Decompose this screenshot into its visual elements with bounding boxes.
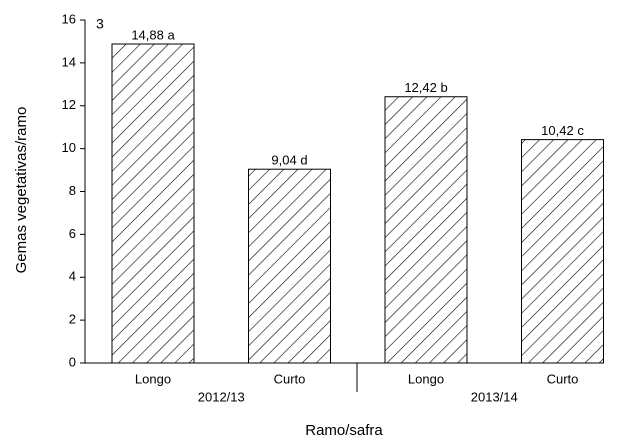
y-tick-label: 6 bbox=[69, 226, 76, 241]
x-tick-label: Longo bbox=[408, 371, 444, 386]
group-label: 2013/14 bbox=[471, 389, 518, 404]
y-tick-label: 4 bbox=[69, 269, 76, 284]
bar bbox=[111, 43, 195, 364]
x-tick-label: Longo bbox=[135, 371, 171, 386]
value-label: 14,88 a bbox=[131, 27, 175, 42]
y-tick-label: 12 bbox=[62, 97, 76, 112]
y-tick-label: 8 bbox=[69, 183, 76, 198]
y-tick-label: 14 bbox=[62, 54, 76, 69]
value-label: 9,04 d bbox=[271, 153, 307, 168]
value-label: 12,42 b bbox=[404, 80, 447, 95]
y-tick-label: 16 bbox=[62, 11, 76, 26]
x-tick-label: Curto bbox=[274, 371, 306, 386]
bar bbox=[521, 139, 604, 364]
x-axis-label: Ramo/safra bbox=[305, 422, 383, 439]
y-tick-label: 2 bbox=[69, 312, 76, 327]
y-axis-label: Gemas vegetativas/ramo bbox=[13, 107, 30, 274]
y-tick-label: 0 bbox=[69, 354, 76, 369]
y-tick-label: 10 bbox=[62, 140, 76, 155]
value-label: 10,42 c bbox=[541, 123, 584, 138]
bar bbox=[384, 96, 468, 364]
x-tick-label: Curto bbox=[547, 371, 579, 386]
bar bbox=[248, 168, 331, 364]
panel-label: 3 bbox=[96, 16, 104, 32]
group-label: 2012/13 bbox=[198, 389, 245, 404]
